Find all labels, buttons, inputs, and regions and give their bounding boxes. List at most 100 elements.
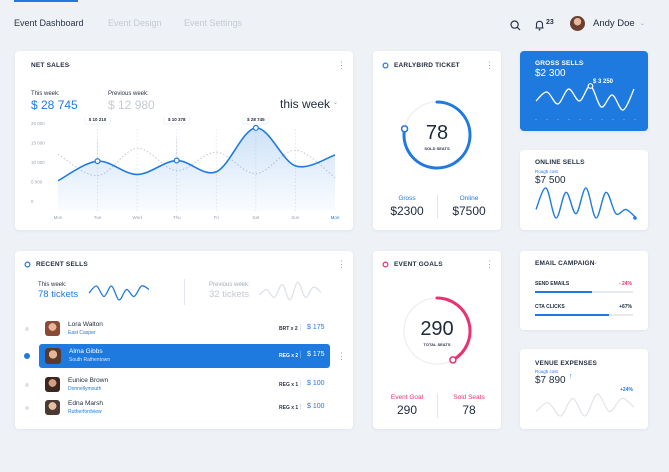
chevron-down-icon[interactable]: ⌄ [581, 159, 587, 165]
gross-label: Gross [398, 195, 416, 202]
status-dot-icon [24, 261, 31, 268]
table-row-selected[interactable]: Alma Gibbs South Rathentown REG x 2 $ 17… [23, 344, 346, 368]
more-icon[interactable]: ⋮ [485, 60, 494, 70]
sold-seats-label: Sold Seats [453, 394, 485, 401]
event-goals-card: EVENT GOALS ⌄ ⋮ 290 TOTAL SEATS Event Go… [373, 251, 501, 429]
row-radio[interactable] [24, 353, 30, 359]
net-sales-chart: 20 000 15 000 10 000 5 000 0 Mon Tue Wed Thu Fri S… [31, 117, 340, 220]
sparkline-path [535, 393, 635, 417]
cta-clicks-progress [535, 314, 609, 316]
ring-progress [435, 296, 472, 362]
table-row[interactable]: Edna Marsh Rutherfordview REG x 1 $ 100 [23, 398, 345, 418]
this-week-label: This week: [31, 91, 60, 97]
send-emails-track [535, 291, 633, 293]
chevron-down-icon[interactable]: ⌄ [333, 100, 339, 106]
row-radio[interactable] [25, 406, 29, 410]
venue-expenses-chart [535, 393, 635, 417]
sparkline-path [535, 187, 637, 219]
chevron-down-icon[interactable]: ⌄ [439, 261, 445, 267]
progress-ring [403, 296, 472, 365]
user-name[interactable]: Andy Doe [593, 18, 635, 29]
send-emails-progress [535, 291, 592, 293]
avatar [45, 321, 60, 336]
ring-value: 78 [425, 122, 449, 144]
table-row[interactable]: Eunice Brown Donnellymouth REG x 1 $ 100 [23, 375, 345, 395]
chevron-down-icon[interactable]: ⌄ [67, 62, 73, 68]
tab-event-settings[interactable]: Event Settings [184, 18, 243, 28]
arrow-up-icon: ↑ [569, 373, 573, 380]
cta-clicks-label: CTA CLICKS [535, 304, 565, 310]
chevron-down-icon[interactable]: ⌄ [593, 260, 599, 266]
gross-sells-chart [535, 83, 636, 120]
send-emails-label: SEND EMAILS [535, 281, 570, 287]
online-value: $7500 [452, 204, 486, 218]
data-point[interactable] [252, 124, 259, 131]
more-icon[interactable]: ⋮ [337, 60, 346, 70]
series-area [58, 127, 335, 211]
status-dot-icon [382, 62, 389, 69]
online-sells-value: $7 500 [535, 175, 566, 186]
sparkline-path [535, 85, 635, 111]
row-price: $ 175 [300, 351, 325, 358]
avatar [45, 377, 60, 392]
table-row[interactable]: Lora Walton East Casper BRT x 2 $ 175 [23, 319, 345, 339]
notification-count: 23 [546, 19, 554, 26]
active-tab-indicator [14, 0, 78, 2]
card-title: RECENT SELLS [36, 261, 88, 268]
status-dot-icon [382, 261, 389, 268]
row-name: Alma Gibbs [69, 348, 103, 355]
row-radio[interactable] [25, 383, 29, 387]
ticket-badge: BRT x 2 [279, 326, 298, 332]
venue-expenses-value: $7 890 [535, 375, 566, 386]
chevron-down-icon[interactable]: ⌄ [453, 62, 459, 68]
row-price: $ 175 [300, 324, 325, 331]
tab-event-design[interactable]: Event Design [108, 18, 162, 28]
previous-week-value: $ 12 980 [108, 98, 155, 112]
divider [437, 394, 438, 418]
previous-week-sparkline [258, 281, 322, 301]
ticket-badge: REG x 1 [279, 382, 299, 388]
row-name: Edna Marsh [68, 400, 104, 407]
x-tick-label: Mon [331, 215, 340, 220]
event-goal-value: 290 [396, 403, 418, 417]
data-point[interactable] [94, 158, 101, 165]
more-icon[interactable]: ⋮ [337, 259, 346, 269]
ring-handle[interactable] [401, 125, 409, 133]
row-price: $ 100 [300, 380, 325, 387]
chevron-down-icon[interactable]: ⌄ [640, 21, 646, 27]
annotation-label: $ 10 210 [89, 117, 107, 122]
y-tick-label: 10 000 [31, 160, 45, 165]
period-select[interactable]: this week [280, 97, 331, 111]
avatar[interactable] [570, 16, 585, 31]
chevron-down-icon[interactable]: ⌄ [84, 261, 90, 267]
x-tick-label: Tue [94, 215, 102, 220]
row-radio[interactable] [25, 327, 29, 331]
card-title: NET SALES [31, 62, 70, 69]
series-current-line [57, 127, 336, 182]
previous-week-tickets: 32 tickets [209, 289, 250, 300]
more-icon[interactable]: ⋮ [485, 259, 494, 269]
ring-progress [402, 100, 472, 170]
chevron-down-icon[interactable]: ⌄ [580, 60, 586, 66]
rough-cost-label: Rough cost [535, 369, 558, 374]
card-title: EMAIL CAMPAIGN [535, 260, 595, 267]
chevron-down-icon[interactable]: ⌄ [593, 360, 599, 366]
row-price: $ 100 [300, 403, 325, 410]
this-week-label: This week: [38, 282, 67, 288]
sparkline-path [88, 285, 150, 301]
divider [184, 279, 185, 305]
bell-icon[interactable] [535, 18, 544, 36]
sparkline-peak-point[interactable] [587, 83, 594, 89]
y-tick-label: 15 000 [31, 141, 45, 146]
this-week-sparkline [88, 285, 150, 301]
x-tick-label: Mon [54, 215, 63, 220]
x-tick-label: Thu [173, 215, 181, 220]
row-name: Lora Walton [68, 321, 103, 328]
x-tick-label: Wed [133, 215, 143, 220]
search-icon[interactable] [510, 18, 521, 36]
x-tick-label: Fri [214, 215, 219, 220]
more-icon[interactable]: ⋮ [337, 351, 346, 361]
data-point[interactable] [173, 157, 180, 164]
tab-event-dashboard[interactable]: Event Dashboard [14, 18, 84, 28]
ring-handle[interactable] [449, 356, 457, 364]
